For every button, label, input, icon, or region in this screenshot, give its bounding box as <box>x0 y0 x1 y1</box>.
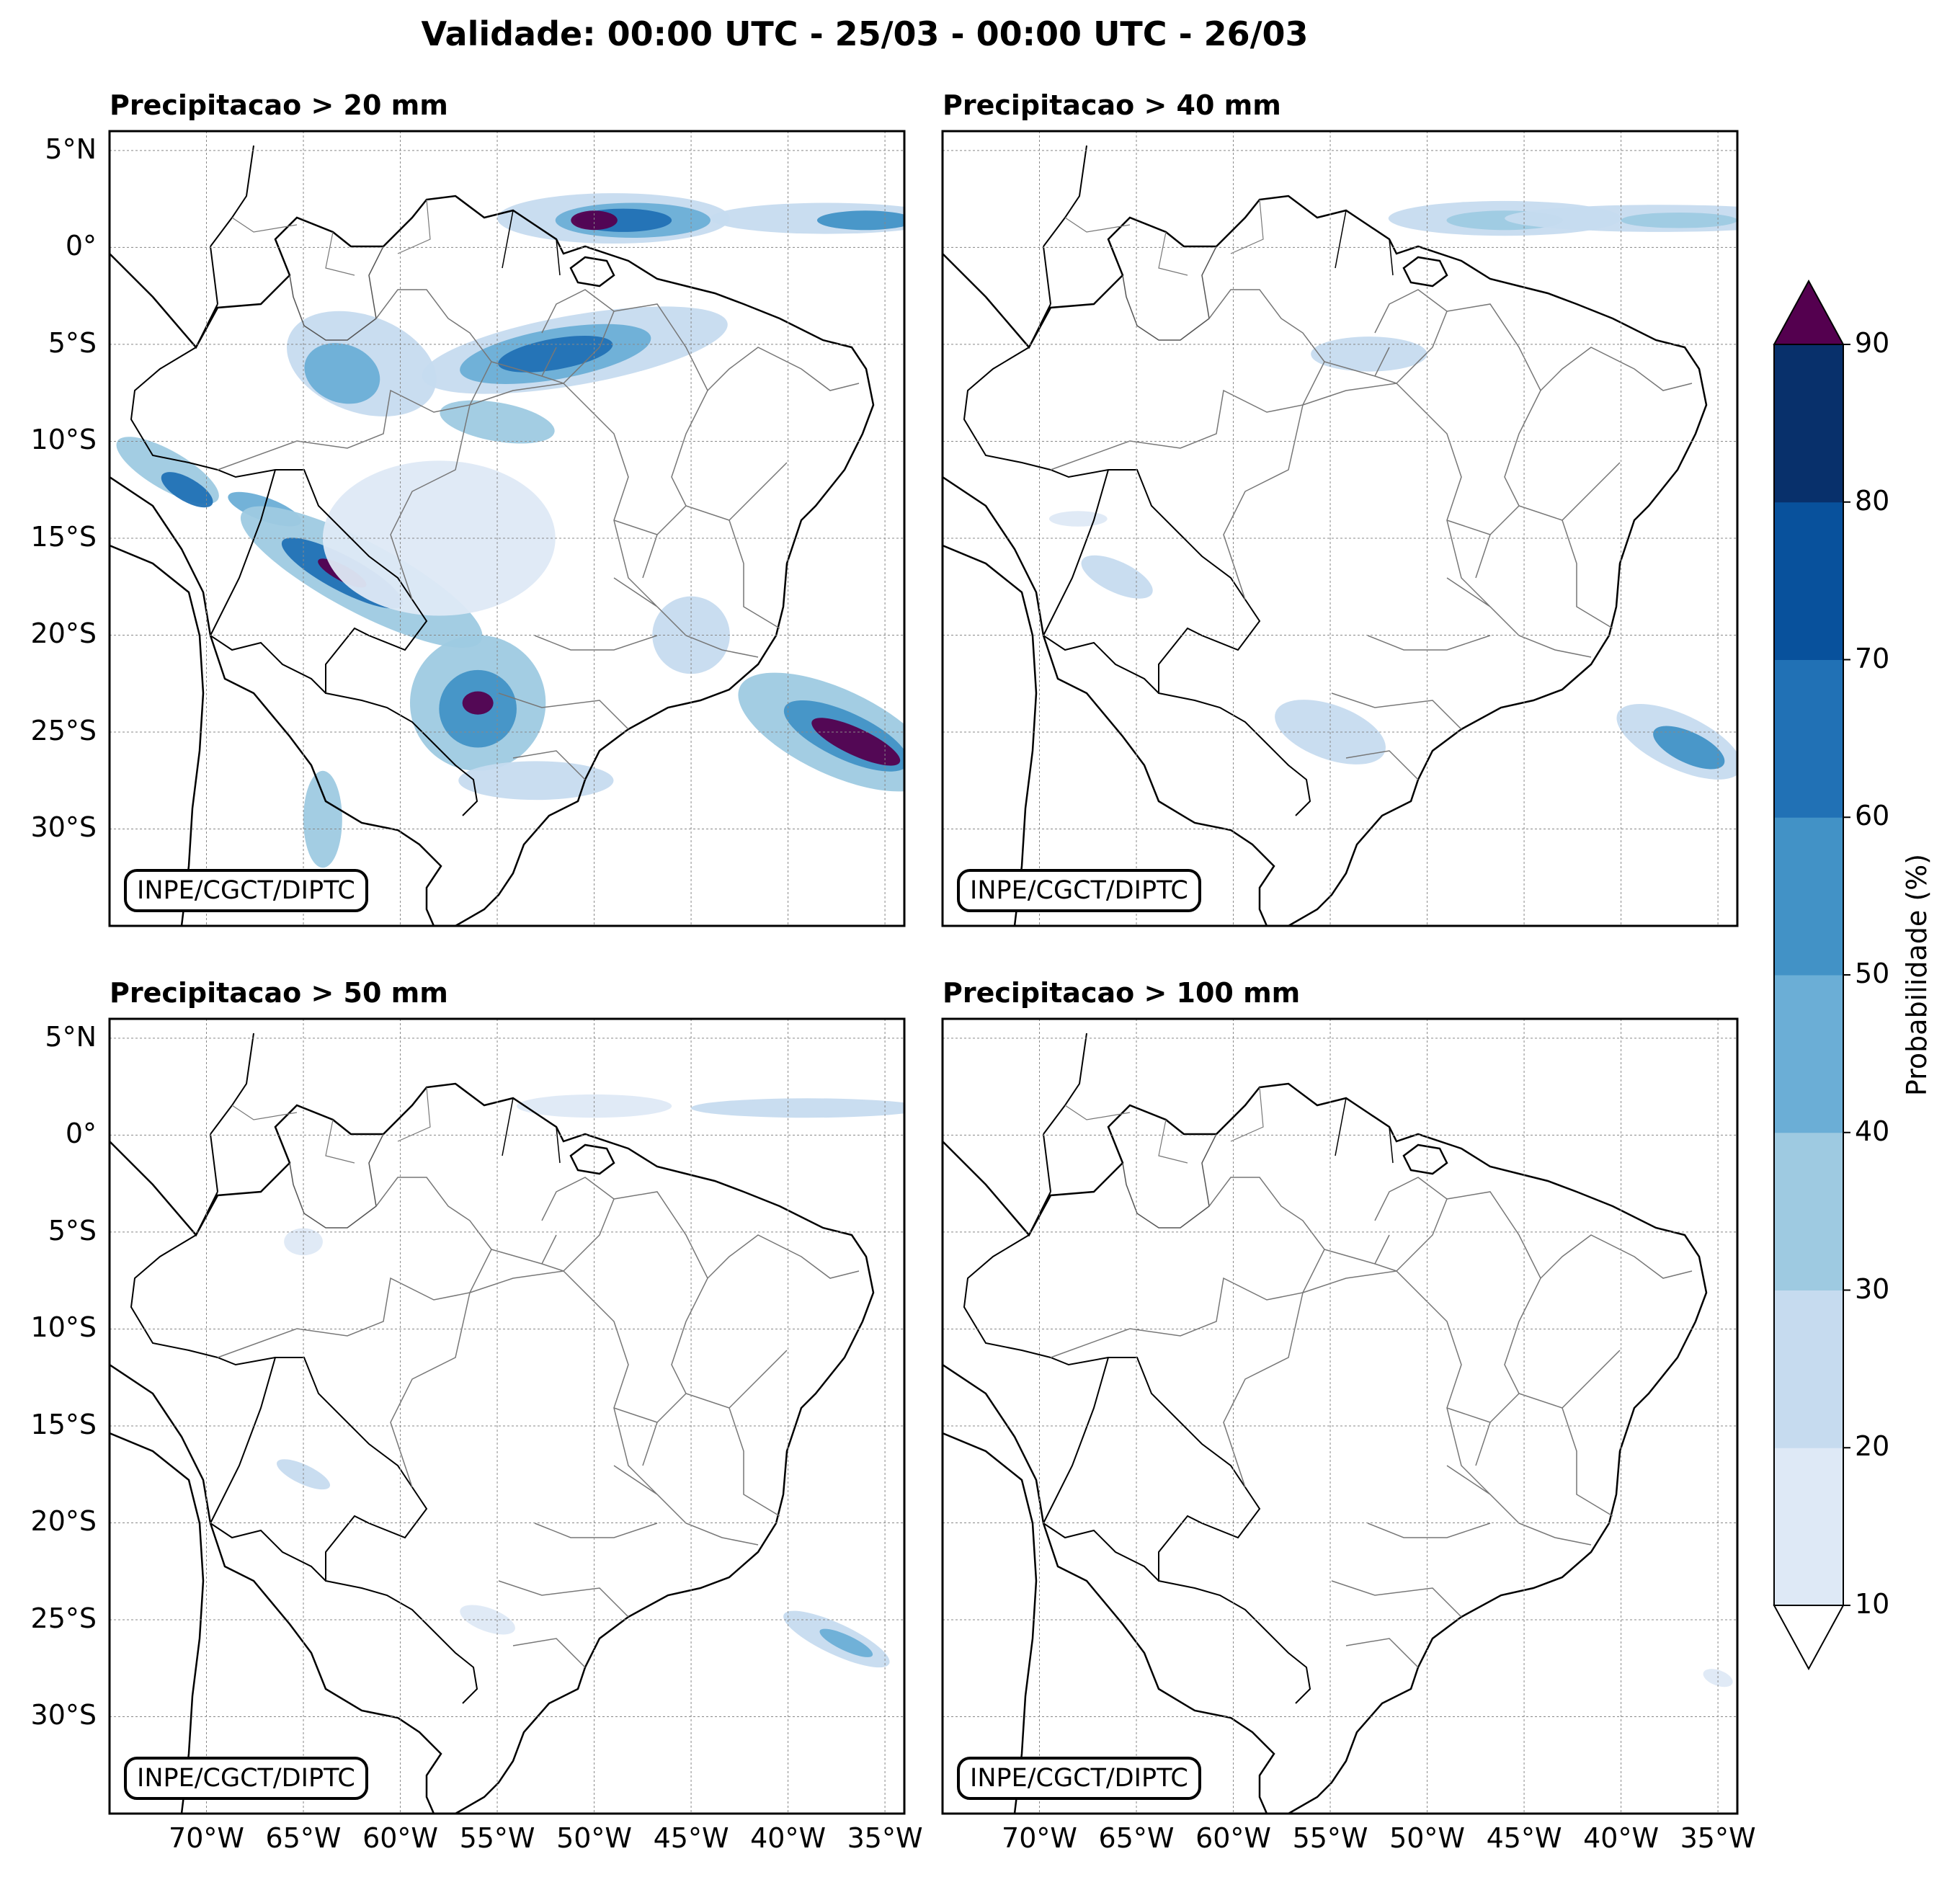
map-panel-4 <box>941 1017 1739 1815</box>
lat-tick-label: 25°S <box>30 1602 97 1634</box>
lon-tick-label: 35°W <box>847 1822 923 1854</box>
probability-contour <box>1653 726 1725 770</box>
panel-frame <box>941 1017 1739 1815</box>
lon-tick-label: 65°W <box>265 1822 342 1854</box>
lat-tick-label: 0° <box>65 230 97 262</box>
watermark-label: INPE/CGCT/DIPTC <box>957 869 1201 912</box>
probability-contour <box>458 761 614 801</box>
probability-contour <box>691 1098 904 1118</box>
lon-tick-label: 45°W <box>653 1822 729 1854</box>
lon-tick-label: 40°W <box>750 1822 827 1854</box>
watermark-label: INPE/CGCT/DIPTC <box>124 869 368 912</box>
colorbar-segment <box>1774 1290 1843 1448</box>
colorbar-segment <box>1774 659 1843 818</box>
figure-title: Validade: 00:00 UTC - 25/03 - 00:00 UTC … <box>421 14 1309 53</box>
colorbar-tick-label: 50 <box>1855 958 1890 989</box>
colorbar-tick-label: 10 <box>1855 1588 1890 1620</box>
probability-contour <box>498 335 613 373</box>
lat-tick-label: 0° <box>65 1118 97 1150</box>
lat-tick-label: 10°S <box>30 1311 97 1344</box>
watermark-label: INPE/CGCT/DIPTC <box>957 1757 1201 1800</box>
lon-tick-label: 35°W <box>1680 1822 1756 1854</box>
lat-tick-label: 10°S <box>30 424 97 456</box>
probability-contour <box>811 718 901 766</box>
panel-title: Precipitacao > 20 mm <box>110 89 448 121</box>
colorbar-tick-label: 40 <box>1855 1115 1890 1147</box>
lat-tick-label: 20°S <box>30 1505 97 1538</box>
lon-tick-label: 60°W <box>362 1822 438 1854</box>
panel-title: Precipitacao > 100 mm <box>943 977 1301 1009</box>
lat-tick-label: 5°N <box>45 133 97 165</box>
probability-contour <box>571 210 618 231</box>
map-panel-1 <box>108 130 906 927</box>
lon-tick-label: 65°W <box>1098 1822 1175 1854</box>
probability-contour <box>1048 511 1108 527</box>
colorbar-tick-label: 30 <box>1855 1272 1890 1305</box>
lat-tick-label: 5°S <box>48 326 97 359</box>
panel-title: Precipitacao > 40 mm <box>943 89 1281 121</box>
colorbar-tick-label: 80 <box>1855 484 1890 517</box>
probability-contour <box>303 770 342 868</box>
lat-tick-label: 15°S <box>30 1408 97 1440</box>
probability-contour <box>161 472 213 508</box>
map-panel-2 <box>941 130 1739 927</box>
colorbar-segment <box>1774 817 1843 976</box>
colorbar-label: Probabilidade (%) <box>1901 853 1933 1097</box>
colorbar-over-arrow <box>1773 279 1845 345</box>
probability-contour <box>284 1228 323 1256</box>
colorbar-tick-label: 60 <box>1855 800 1890 832</box>
panel-title: Precipitacao > 50 mm <box>110 977 448 1009</box>
panel-frame <box>941 130 1739 927</box>
colorbar-tick-label: 70 <box>1855 642 1890 674</box>
probability-contour <box>304 343 380 404</box>
lon-tick-label: 55°W <box>459 1822 535 1854</box>
lat-tick-label: 25°S <box>30 714 97 746</box>
panel-frame <box>108 130 906 927</box>
colorbar-segment <box>1774 975 1843 1133</box>
map-panel-3 <box>108 1017 906 1815</box>
colorbar-segment <box>1774 1132 1843 1290</box>
colorbar-under-arrow <box>1773 1605 1845 1671</box>
probability-contour <box>1275 700 1386 764</box>
colorbar-tick-label: 20 <box>1855 1430 1890 1463</box>
colorbar-segment <box>1774 501 1843 660</box>
lat-tick-label: 5°N <box>45 1020 97 1053</box>
lon-tick-label: 55°W <box>1292 1822 1368 1854</box>
watermark-label: INPE/CGCT/DIPTC <box>124 1757 368 1800</box>
lat-tick-label: 20°S <box>30 618 97 650</box>
probability-contour <box>1311 336 1427 372</box>
lat-tick-label: 30°S <box>30 811 97 844</box>
lon-tick-label: 60°W <box>1195 1822 1271 1854</box>
lon-tick-label: 50°W <box>556 1822 633 1854</box>
colorbar <box>1773 279 1850 1671</box>
panel-frame <box>108 1017 906 1815</box>
colorbar-tick-label: 90 <box>1855 327 1890 359</box>
colorbar-segment <box>1774 1448 1843 1606</box>
lon-tick-label: 50°W <box>1389 1822 1466 1854</box>
lon-tick-label: 70°W <box>1002 1822 1077 1854</box>
probability-contour <box>816 210 904 231</box>
probability-contour <box>652 596 730 674</box>
lat-tick-label: 5°S <box>48 1214 97 1247</box>
probability-contour <box>1081 555 1153 599</box>
colorbar-segment <box>1774 344 1843 503</box>
lon-tick-label: 45°W <box>1486 1822 1562 1854</box>
probability-contour <box>1621 212 1737 228</box>
probability-contour <box>819 1628 873 1657</box>
probability-contour <box>462 691 494 715</box>
lat-tick-label: 15°S <box>30 520 97 553</box>
lon-tick-label: 70°W <box>169 1822 244 1854</box>
lat-tick-label: 30°S <box>30 1699 97 1731</box>
lon-tick-label: 40°W <box>1583 1822 1660 1854</box>
